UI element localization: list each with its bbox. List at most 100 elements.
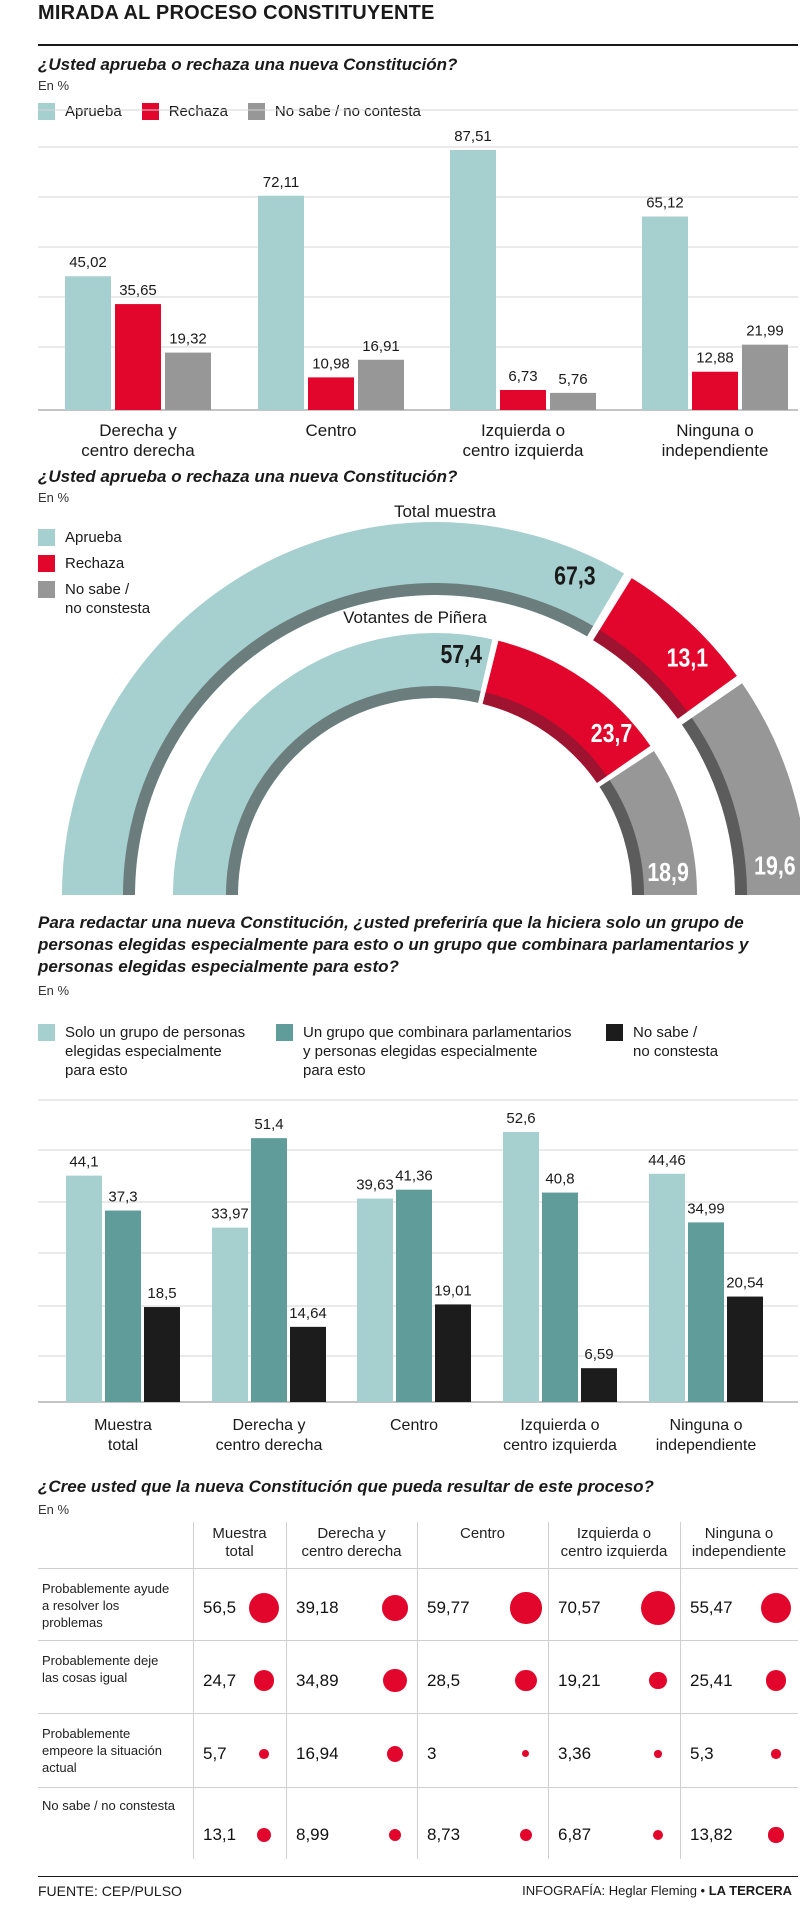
column-divider xyxy=(193,1522,194,1859)
chart1-bar-chart: 45,02 72,11 87,51 65,12 35,65 10,98 6,73 12,88 1… xyxy=(38,109,798,460)
group-label-0-1: total xyxy=(108,1437,138,1454)
row-divider xyxy=(38,1568,798,1569)
swatch3-nosabe xyxy=(606,1024,623,1041)
bar-0-0 xyxy=(65,276,111,410)
column-header: Derecha y centro derecha xyxy=(301,1525,402,1560)
cell-value: 39,18 xyxy=(296,1598,339,1617)
bar-label-1-2: 41,36 xyxy=(395,1168,433,1185)
legend-aprueba: Aprueba xyxy=(38,102,122,121)
bar-label-0-3: 65,12 xyxy=(646,195,684,212)
cell-value: 55,47 xyxy=(690,1598,733,1617)
legend2-aprueba: Aprueba xyxy=(38,528,150,547)
ring1-name: Votantes de Piñera xyxy=(343,608,487,627)
row-label: Probablemente deje las cosas igual xyxy=(42,1653,159,1685)
bar-label-1-3: 40,8 xyxy=(545,1171,574,1188)
swatch-nosabe xyxy=(247,103,265,120)
ring0-segment-2 xyxy=(681,683,800,895)
legend3-nosabe-label: No sabe / no constesta xyxy=(633,1024,719,1060)
bar-label-1-3: 12,88 xyxy=(696,350,734,367)
footer-credit: INFOGRAFÍA: Heglar Fleming • LA TERCERA xyxy=(522,1883,792,1898)
bar-label-2-1: 16,91 xyxy=(362,338,400,355)
column-divider xyxy=(417,1522,418,1859)
bar-2-4 xyxy=(727,1296,763,1402)
bar-label-0-1: 33,97 xyxy=(211,1206,249,1223)
section3-legend: Solo un grupo de personas elegidas espec… xyxy=(38,1023,718,1080)
swatch3-combinado xyxy=(276,1024,293,1041)
value-dot xyxy=(522,1750,530,1758)
cell-value: 3 xyxy=(427,1744,437,1763)
bar-2-3 xyxy=(581,1368,617,1402)
value-dot xyxy=(649,1671,667,1690)
section4-table: Muestra total Derecha y centro derecha Cen… xyxy=(38,1522,798,1859)
legend3-solo-label: Solo un grupo de personas elegidas espec… xyxy=(65,1024,246,1079)
bar-2-0 xyxy=(165,352,211,410)
legend3-nosabe: No sabe / no constesta xyxy=(606,1023,718,1080)
bar-label-2-4: 20,54 xyxy=(726,1275,764,1292)
ring1-value-0: 57,4 xyxy=(440,640,482,670)
legend2-aprueba-label: Aprueba xyxy=(65,529,122,546)
value-dot xyxy=(765,1670,787,1691)
ring1-value-1: 23,7 xyxy=(591,719,632,749)
bar-label-2-2: 19,01 xyxy=(434,1282,472,1299)
bar-label-1-1: 10,98 xyxy=(312,355,350,372)
row-label: Probablemente empeore la situación actua… xyxy=(42,1726,162,1775)
ring0-inner-band-0 xyxy=(123,582,594,895)
bar-label-1-1: 51,4 xyxy=(254,1116,283,1133)
section2-legend: Aprueba Rechaza No sabe / no constesta xyxy=(38,528,150,618)
group-label-4-1: independiente xyxy=(656,1437,757,1454)
section3-question: Para redactar una nueva Constitución, ¿u… xyxy=(38,913,749,976)
bar-label-2-2: 5,76 xyxy=(558,371,587,388)
ring1-inner-band-2 xyxy=(599,780,644,895)
bar-0-0 xyxy=(66,1175,102,1402)
ring0-segment-1 xyxy=(593,578,737,719)
cell-value: 59,77 xyxy=(427,1598,470,1617)
bar-2-0 xyxy=(144,1307,180,1402)
bar-1-2 xyxy=(396,1189,432,1402)
cell-value: 6,87 xyxy=(558,1825,592,1844)
section2-unit: En % xyxy=(38,490,70,505)
bar-label-1-0: 35,65 xyxy=(119,282,157,299)
swatch-aprueba xyxy=(38,103,55,120)
group-label-3-1: centro izquierda xyxy=(503,1437,617,1454)
row-label: Probablemente ayude a resolver los probl… xyxy=(42,1581,170,1630)
group-label-1-1: centro derecha xyxy=(216,1437,323,1454)
ring1-segment-2 xyxy=(599,751,697,895)
value-dot xyxy=(383,1668,407,1693)
swatch-rechaza xyxy=(141,103,159,120)
bar-0-1 xyxy=(212,1227,248,1402)
column-divider xyxy=(286,1522,287,1859)
bar-1-3 xyxy=(542,1192,578,1402)
value-dot xyxy=(382,1595,408,1621)
cell-value: 56,5 xyxy=(203,1598,237,1617)
bar-label-2-3: 6,59 xyxy=(584,1346,613,1363)
bar-1-4 xyxy=(688,1222,724,1402)
value-dot xyxy=(386,1745,404,1763)
swatch2-rechaza xyxy=(38,555,55,572)
value-dot xyxy=(654,1750,662,1758)
legend-rechaza-label: Rechaza xyxy=(168,103,228,120)
legend3-solo: Solo un grupo de personas elegidas espec… xyxy=(38,1023,252,1080)
cell-value: 34,89 xyxy=(296,1670,339,1690)
page-title: MIRADA AL PROCESO CONSTITUYENTE xyxy=(38,2,435,24)
row-label: No sabe / no constesta xyxy=(42,1798,175,1813)
column-divider xyxy=(548,1522,549,1859)
cell-value: 5,3 xyxy=(690,1744,714,1763)
legend2-nosabe-label: No sabe / no constesta xyxy=(65,581,151,617)
chart3-bar-chart: 44,1 33,97 39,63 52,6 44,46 37,3 51,4 41,36 40,8… xyxy=(38,1099,798,1454)
ring0-inner-band-2 xyxy=(681,717,747,895)
cell-value: 28,5 xyxy=(427,1670,461,1690)
value-dot xyxy=(515,1669,537,1692)
bar-label-0-2: 39,63 xyxy=(356,1177,394,1194)
value-dot xyxy=(520,1829,532,1841)
group-label-0-0: Muestra xyxy=(94,1417,152,1434)
group-label-1-0: Centro xyxy=(305,421,356,440)
group-label-3-1: independiente xyxy=(662,441,769,460)
ring0-name: Total muestra xyxy=(394,502,497,521)
bar-label-0-1: 72,11 xyxy=(263,174,299,191)
section1-legend: Aprueba Rechaza No sabe / no contesta xyxy=(38,102,421,121)
group-label-0-1: centro derecha xyxy=(81,441,195,460)
cell-value: 3,36 xyxy=(558,1744,592,1763)
header-rule xyxy=(38,44,798,46)
bar-0-2 xyxy=(357,1198,393,1402)
bar-2-1 xyxy=(290,1326,326,1402)
